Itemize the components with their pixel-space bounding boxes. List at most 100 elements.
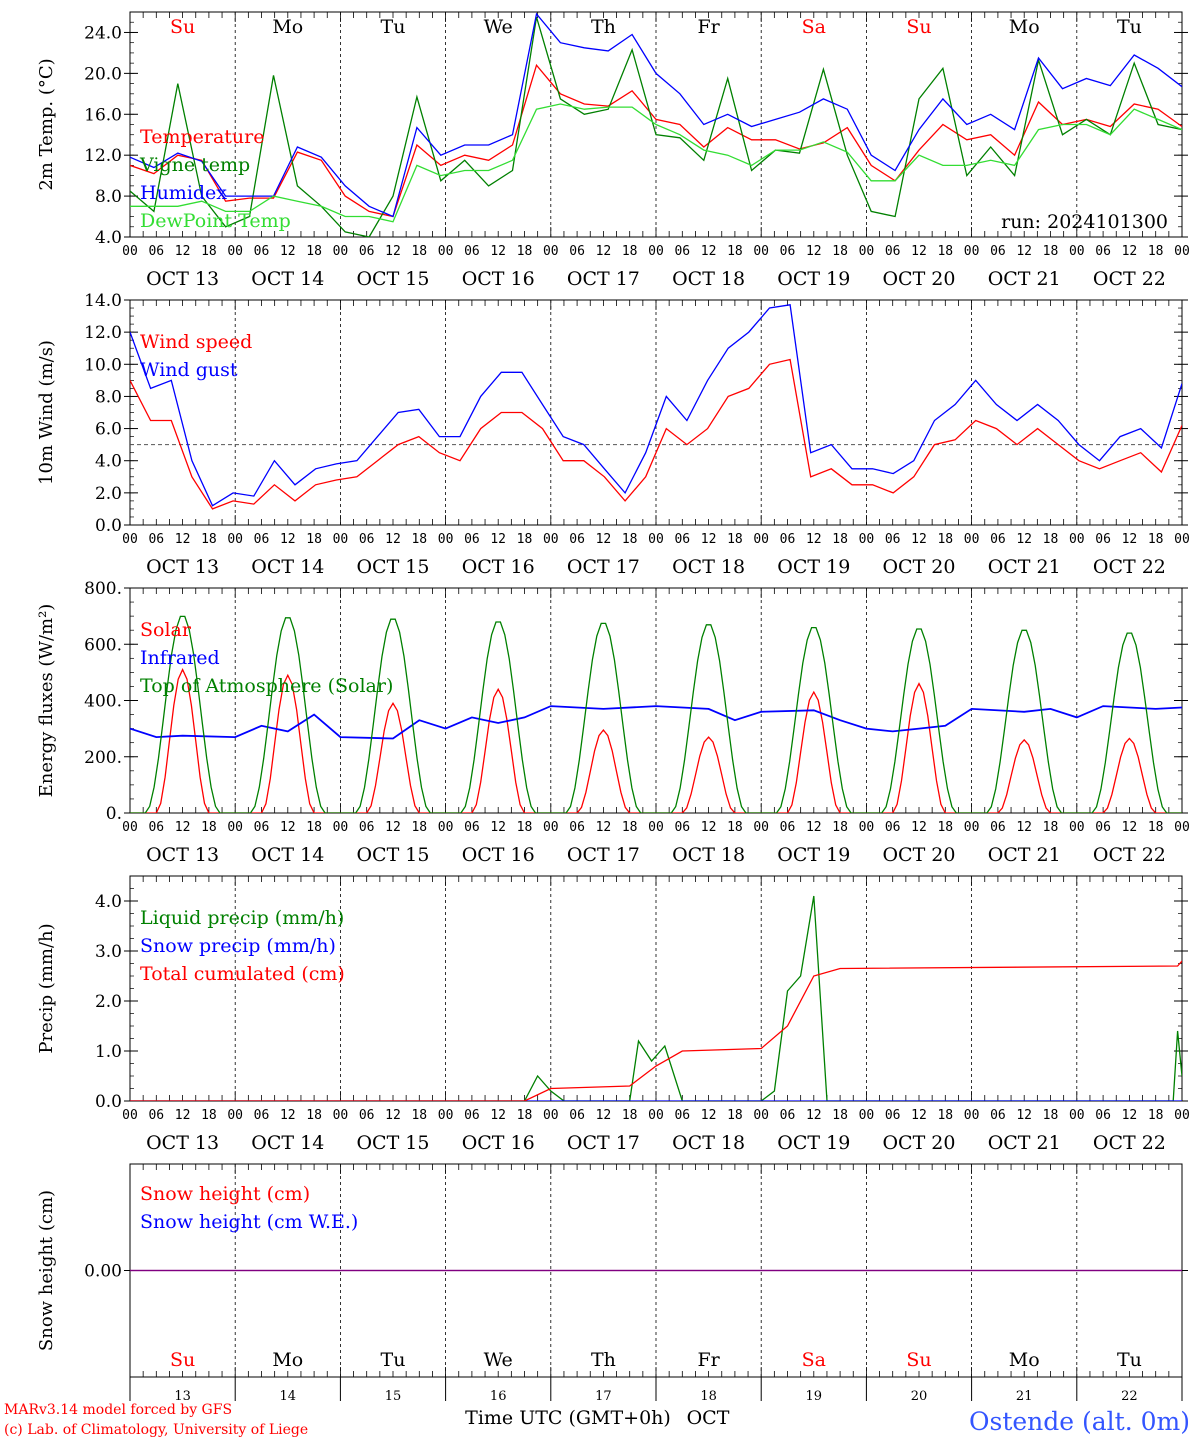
hour-tick-label: 06 xyxy=(885,820,901,835)
hour-tick-label: 00 xyxy=(227,1108,243,1123)
date-label: OCT 22 xyxy=(1093,1132,1166,1154)
hour-tick-label: 00 xyxy=(1069,1108,1085,1123)
day-number: 22 xyxy=(1121,1389,1138,1404)
hour-tick-label: 18 xyxy=(937,1108,953,1123)
hour-tick-label: 12 xyxy=(911,532,927,547)
series-line-temperature xyxy=(130,63,1182,218)
date-label: OCT 21 xyxy=(988,556,1061,578)
hour-tick-label: 06 xyxy=(254,820,270,835)
hour-tick-label: 18 xyxy=(201,244,217,259)
hour-tick-label: 00 xyxy=(648,532,664,547)
hour-tick-label: 06 xyxy=(148,532,164,547)
hour-tick-label: 18 xyxy=(517,244,533,259)
hour-tick-label: 06 xyxy=(464,820,480,835)
hour-tick-label: 06 xyxy=(569,820,585,835)
date-label: OCT 17 xyxy=(567,556,640,578)
hour-tick-label: 06 xyxy=(359,820,375,835)
hour-tick-label: 18 xyxy=(622,820,638,835)
hour-tick-label: 06 xyxy=(674,244,690,259)
weekday-label: Su xyxy=(906,16,931,38)
y-tick-label: 10.0 xyxy=(84,355,122,375)
date-label: OCT 21 xyxy=(988,268,1061,290)
weekday-label: Su xyxy=(170,16,195,38)
date-label: OCT 19 xyxy=(777,556,850,578)
hour-tick-label: 06 xyxy=(359,532,375,547)
legend-entry: Solar xyxy=(140,619,192,641)
hour-tick-label: 00 xyxy=(543,532,559,547)
hour-tick-label: 06 xyxy=(885,244,901,259)
series-line-vigne-temp xyxy=(130,16,1182,237)
hour-tick-label: 18 xyxy=(411,532,427,547)
date-label: OCT 16 xyxy=(462,844,535,866)
hour-tick-label: 00 xyxy=(964,1108,980,1123)
legend-entry: Vigne temp xyxy=(139,154,250,176)
hour-tick-label: 18 xyxy=(1043,820,1059,835)
hour-tick-label: 06 xyxy=(990,532,1006,547)
date-label: OCT 17 xyxy=(567,844,640,866)
hour-tick-label: 12 xyxy=(175,244,191,259)
date-label: OCT 18 xyxy=(672,556,745,578)
date-label: OCT 17 xyxy=(567,268,640,290)
y-tick-label: 800. xyxy=(84,579,122,599)
series-group xyxy=(130,304,1182,510)
y-tick-label: 20.0 xyxy=(84,64,122,84)
hour-tick-label: 00 xyxy=(859,820,875,835)
series-line-wind-speed xyxy=(130,358,1182,510)
hour-tick-label: 00 xyxy=(964,532,980,547)
hour-tick-label: 18 xyxy=(411,820,427,835)
hour-tick-label: 06 xyxy=(780,820,796,835)
weekday-label: We xyxy=(484,1349,513,1371)
y-tick-label: 0.0 xyxy=(95,516,122,536)
hour-tick-label: 12 xyxy=(1122,244,1138,259)
hour-tick-label: 00 xyxy=(543,244,559,259)
hour-tick-label: 06 xyxy=(780,1108,796,1123)
hour-tick-label: 06 xyxy=(674,532,690,547)
hour-tick-label: 18 xyxy=(622,1108,638,1123)
hour-tick-label: 00 xyxy=(1174,244,1190,259)
y-tick-label: 3.0 xyxy=(95,942,122,962)
day-number: 15 xyxy=(385,1389,402,1404)
weekday-label: Sa xyxy=(802,16,826,38)
date-label: OCT 20 xyxy=(882,268,955,290)
hour-tick-label: 00 xyxy=(1174,532,1190,547)
hour-tick-label: 00 xyxy=(333,532,349,547)
hour-tick-label: 12 xyxy=(1122,820,1138,835)
hour-tick-label: 12 xyxy=(806,1108,822,1123)
hour-tick-label: 12 xyxy=(1016,1108,1032,1123)
hour-tick-label: 18 xyxy=(727,820,743,835)
day-number: 13 xyxy=(174,1389,191,1404)
hour-tick-label: 00 xyxy=(438,820,454,835)
hour-tick-label: 12 xyxy=(806,820,822,835)
hour-tick-label: 00 xyxy=(753,532,769,547)
hour-tick-label: 12 xyxy=(490,820,506,835)
hour-tick-label: 12 xyxy=(175,820,191,835)
hour-tick-label: 00 xyxy=(1069,820,1085,835)
weekday-label: Fr xyxy=(697,1349,720,1371)
panel-5: 0.00 Snow height (cm) Su Mo Tu We Th Fr Sa Su Mo Tu… xyxy=(36,1163,1188,1404)
legend-entry: Infrared xyxy=(140,647,220,669)
hour-tick-label: 06 xyxy=(780,244,796,259)
weekday-label: We xyxy=(484,16,513,38)
hour-tick-label: 12 xyxy=(596,532,612,547)
y-tick-label: 12.0 xyxy=(84,146,122,166)
hour-tick-label: 06 xyxy=(990,1108,1006,1123)
y-tick-label: 200. xyxy=(84,748,122,768)
hour-tick-label: 06 xyxy=(990,244,1006,259)
hour-tick-label: 06 xyxy=(674,1108,690,1123)
date-label: OCT 14 xyxy=(251,268,324,290)
hour-tick-label: 06 xyxy=(359,244,375,259)
hour-tick-label: 12 xyxy=(701,1108,717,1123)
hour-tick-label: 12 xyxy=(1016,532,1032,547)
hour-tick-label: 18 xyxy=(411,1108,427,1123)
hour-tick-label: 12 xyxy=(280,820,296,835)
hour-tick-label: 00 xyxy=(543,820,559,835)
hour-tick-label: 12 xyxy=(1016,244,1032,259)
hour-tick-label: 06 xyxy=(254,1108,270,1123)
hour-tick-label: 12 xyxy=(701,244,717,259)
hour-tick-label: 00 xyxy=(1174,1108,1190,1123)
hour-tick-label: 18 xyxy=(1043,532,1059,547)
run-label: run: 2024101300 xyxy=(1001,211,1168,233)
hour-tick-label: 00 xyxy=(1069,244,1085,259)
month-label: OCT xyxy=(687,1407,730,1429)
y-tick-label: 16.0 xyxy=(84,105,122,125)
